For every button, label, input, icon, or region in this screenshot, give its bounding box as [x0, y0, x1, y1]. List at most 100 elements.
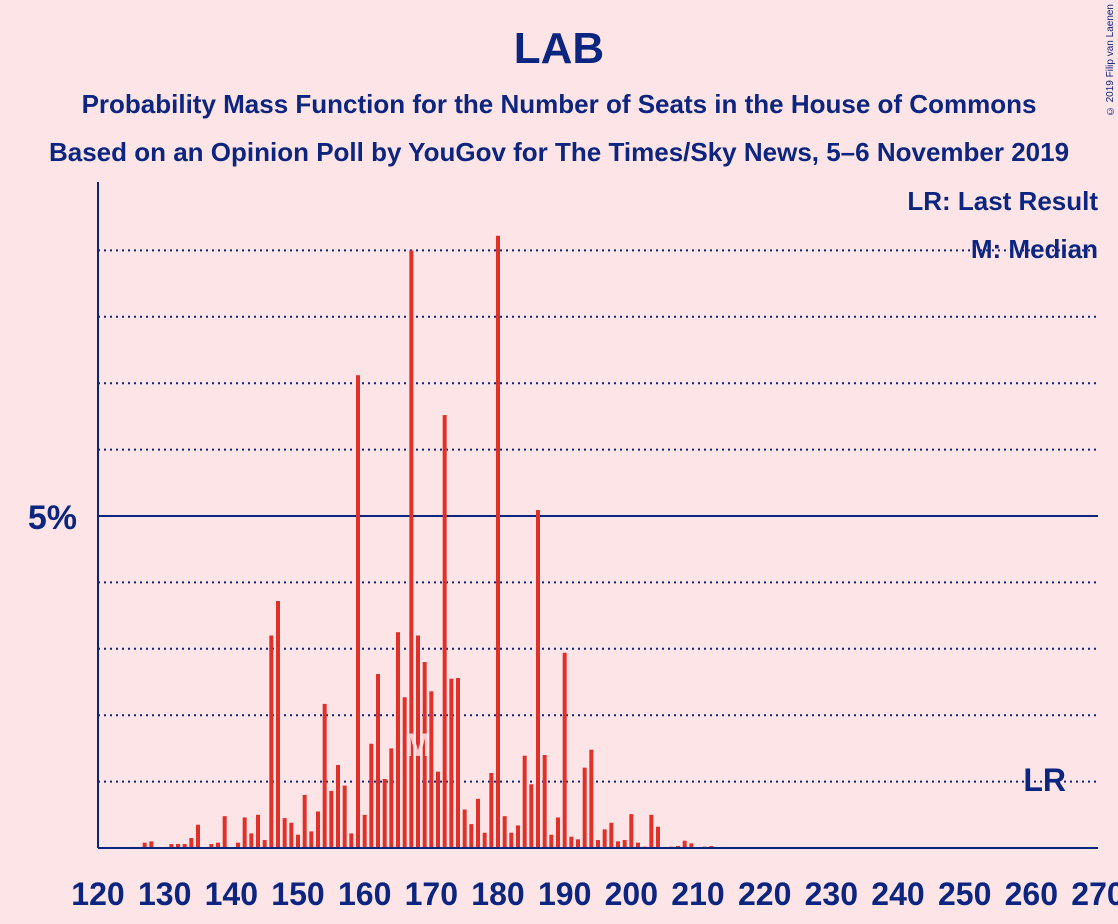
bar-143: [249, 833, 254, 848]
gridlines: [98, 249, 1098, 783]
bar-201: [636, 842, 640, 848]
bar-181: [502, 816, 507, 848]
bar-179: [489, 772, 494, 848]
chart-subtitle: Probability Mass Function for the Number…: [81, 89, 1037, 119]
bar-127: [142, 842, 147, 848]
bar-175: [462, 809, 467, 848]
x-tick-label-250: 250: [938, 876, 991, 912]
bar-176: [469, 824, 474, 848]
bar-194: [589, 749, 594, 848]
bar-148: [282, 818, 287, 848]
bar-153: [316, 811, 320, 848]
x-tick-label-130: 130: [138, 876, 191, 912]
bar-152: [309, 831, 314, 848]
bar-187: [542, 755, 547, 848]
bar-192: [576, 839, 580, 848]
chart-source: Based on an Opinion Poll by YouGov for T…: [48, 137, 1070, 167]
x-tick-label-120: 120: [71, 876, 124, 912]
bar-164: [389, 748, 394, 848]
bar-174: [456, 678, 460, 848]
chart-title: LAB: [513, 24, 605, 73]
bar-series: [142, 235, 714, 849]
bar-199: [622, 840, 627, 848]
bar-167: [409, 250, 414, 848]
bar-196: [602, 829, 607, 848]
bar-189: [556, 817, 560, 848]
bar-178: [482, 832, 487, 848]
bar-156: [336, 765, 340, 848]
bar-162: [376, 674, 380, 848]
bar-146: [269, 635, 274, 848]
x-tick-label-150: 150: [271, 876, 324, 912]
bar-186: [536, 510, 540, 848]
bar-198: [616, 841, 620, 848]
bar-203: [649, 814, 654, 848]
bar-151: [302, 794, 307, 848]
x-tick-label-200: 200: [605, 876, 658, 912]
bar-197: [609, 822, 614, 848]
bar-182: [509, 832, 514, 848]
bar-191: [569, 836, 574, 848]
bar-170: [429, 691, 434, 848]
bar-163: [382, 778, 387, 848]
bar-154: [322, 703, 327, 848]
x-tick-label-240: 240: [871, 876, 924, 912]
bar-138: [216, 842, 220, 848]
legend-median: M: Median: [971, 234, 1098, 264]
x-tick-label-230: 230: [805, 876, 858, 912]
bar-141: [236, 842, 240, 848]
bar-209: [689, 843, 694, 848]
bar-171: [436, 771, 440, 848]
bar-208: [682, 840, 687, 848]
bar-180: [496, 235, 500, 849]
bar-188: [549, 834, 554, 848]
bar-184: [522, 755, 527, 848]
bar-155: [329, 790, 334, 848]
x-tick-label-270: 270: [1071, 876, 1118, 912]
bar-169: [422, 662, 427, 848]
x-tick-label-180: 180: [471, 876, 524, 912]
bar-147: [276, 600, 280, 848]
bar-144: [256, 814, 260, 848]
bar-185: [529, 784, 534, 848]
bar-183: [516, 825, 520, 848]
bar-172: [442, 415, 447, 848]
bar-161: [369, 743, 374, 848]
last-result-marker: LR: [1023, 762, 1066, 798]
x-tick-label-260: 260: [1005, 876, 1058, 912]
bar-158: [349, 833, 354, 848]
bar-173: [449, 678, 454, 848]
bar-157: [342, 785, 347, 848]
x-tick-label-220: 220: [738, 876, 791, 912]
y-tick-label-5pct: 5%: [28, 499, 77, 537]
bar-159: [356, 375, 360, 848]
bar-128: [149, 841, 154, 848]
legend-last-result: LR: Last Result: [907, 186, 1098, 216]
bar-190: [562, 652, 567, 848]
x-tick-label-170: 170: [405, 876, 458, 912]
bar-168: [416, 635, 420, 848]
bar-160: [362, 814, 367, 848]
bar-193: [582, 767, 587, 848]
x-tick-label-160: 160: [338, 876, 391, 912]
bar-165: [396, 632, 400, 848]
bar-204: [656, 826, 660, 848]
bar-177: [476, 798, 480, 848]
bar-200: [629, 814, 634, 848]
bar-142: [242, 817, 247, 848]
bar-131: [169, 844, 174, 848]
bar-150: [296, 834, 300, 848]
x-tick-labels: 120 130 140 150 160 170 180 190 200 210 220 230 240 2…: [71, 876, 1118, 912]
bar-166: [402, 697, 407, 848]
bar-145: [262, 840, 267, 848]
median-marker: M: [405, 727, 432, 763]
bar-132: [176, 844, 180, 848]
bar-137: [209, 844, 214, 848]
x-tick-label-210: 210: [671, 876, 724, 912]
bar-134: [189, 838, 194, 848]
bar-135: [196, 824, 200, 848]
x-tick-label-190: 190: [538, 876, 591, 912]
bar-195: [596, 840, 600, 848]
x-tick-label-140: 140: [205, 876, 258, 912]
